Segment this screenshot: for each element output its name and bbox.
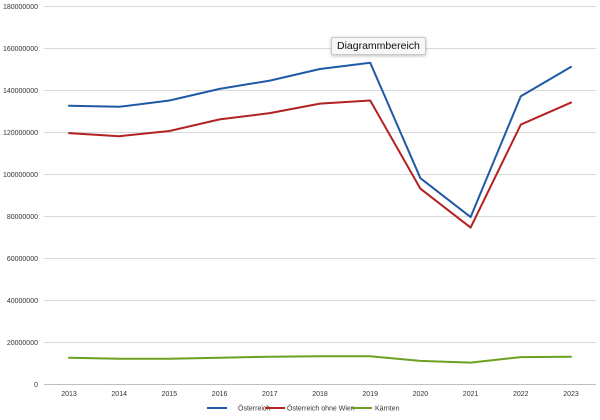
y-tick-label: 140000000 bbox=[3, 88, 38, 95]
x-tick-label: 2015 bbox=[162, 391, 178, 398]
x-tick-label: 2020 bbox=[413, 391, 429, 398]
y-axis-ticks: 0 20000000 40000000 60000000 80000000 1000000… bbox=[3, 4, 38, 389]
y-tick-label: 80000000 bbox=[7, 214, 38, 221]
series-line-1 bbox=[68, 61, 572, 219]
y-tick-label: 100000000 bbox=[3, 172, 38, 179]
x-tick-label: 2018 bbox=[312, 391, 328, 398]
x-axis-ticks: 2013 2014 2015 2016 2017 2018 2019 2020 2021 2022… bbox=[61, 391, 579, 398]
x-tick-label: 2014 bbox=[111, 391, 127, 398]
x-tick-label: 2021 bbox=[463, 391, 479, 398]
x-tick-label: 2023 bbox=[563, 391, 579, 398]
x-tick-label: 2016 bbox=[212, 391, 228, 398]
legend-label: Österreich bbox=[238, 405, 270, 413]
y-tick-label: 60000000 bbox=[7, 256, 38, 263]
series-line-3 bbox=[68, 355, 572, 364]
x-tick-label: 2017 bbox=[262, 391, 278, 398]
x-tick-label: 2019 bbox=[362, 391, 378, 398]
x-tick-label: 2013 bbox=[61, 391, 77, 398]
y-tick-label: 20000000 bbox=[7, 340, 38, 347]
gridlines bbox=[44, 6, 596, 385]
x-tick-label: 2022 bbox=[513, 391, 529, 398]
chart-area-tooltip: Diagrammbereich bbox=[331, 37, 426, 55]
y-tick-label: 40000000 bbox=[7, 298, 38, 305]
y-tick-label: 0 bbox=[34, 382, 38, 389]
series-lines bbox=[68, 61, 572, 364]
y-tick-label: 160000000 bbox=[3, 46, 38, 53]
series-line-2 bbox=[68, 99, 572, 229]
y-tick-label: 180000000 bbox=[3, 4, 38, 11]
legend-label: Österreich ohne Wien bbox=[287, 405, 355, 413]
legend: Österreich Österreich ohne Wien Kärnten bbox=[207, 405, 400, 413]
y-tick-label: 120000000 bbox=[3, 130, 38, 137]
legend-label: Kärnten bbox=[375, 406, 400, 413]
